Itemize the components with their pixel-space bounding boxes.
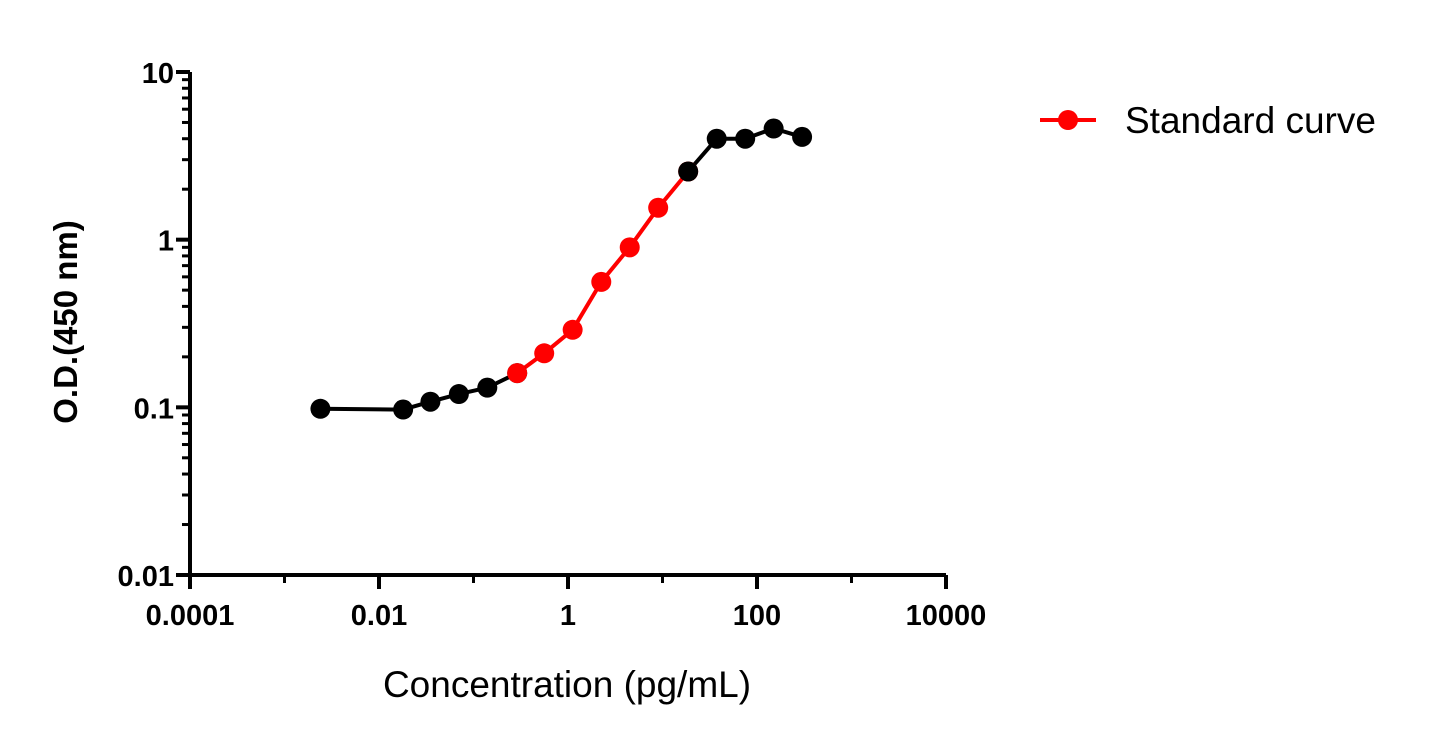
x-tick-label: 0.0001 [146, 600, 235, 632]
data-point [562, 319, 583, 340]
data-point [591, 271, 612, 292]
data-point [310, 398, 331, 419]
data-point [393, 399, 414, 420]
x-tick-label: 1 [560, 600, 576, 632]
y-tick-label: 0.1 [134, 393, 174, 425]
data-point [420, 391, 441, 412]
data-point [763, 118, 784, 139]
data-point [706, 128, 727, 149]
y-axis-title: O.D.(450 nm) [47, 220, 84, 424]
y-tick-label: 0.01 [118, 561, 174, 593]
x-tick-label: 100 [733, 600, 781, 632]
y-tick-label: 10 [142, 58, 174, 90]
legend-label: Standard curve [1125, 100, 1376, 141]
data-point [477, 377, 498, 398]
data-point [678, 161, 699, 182]
x-axis: 0.0001 0.01 1 100 10000 [146, 573, 987, 632]
data-point [534, 343, 555, 364]
y-tick-label: 1 [158, 226, 174, 258]
legend-marker [1058, 110, 1078, 130]
x-tick-label: 10000 [906, 600, 987, 632]
legend: Standard curve [1040, 100, 1376, 141]
data-point [619, 237, 640, 258]
plot-area [310, 118, 813, 420]
y-axis: 0.01 0.1 1 10 [118, 58, 192, 593]
data-point [792, 126, 813, 147]
x-axis-title: Concentration (pg/mL) [383, 664, 751, 705]
data-point [735, 128, 756, 149]
x-tick-label: 0.01 [351, 600, 407, 632]
data-point [507, 363, 528, 384]
data-point [448, 384, 469, 405]
data-point [648, 197, 669, 218]
